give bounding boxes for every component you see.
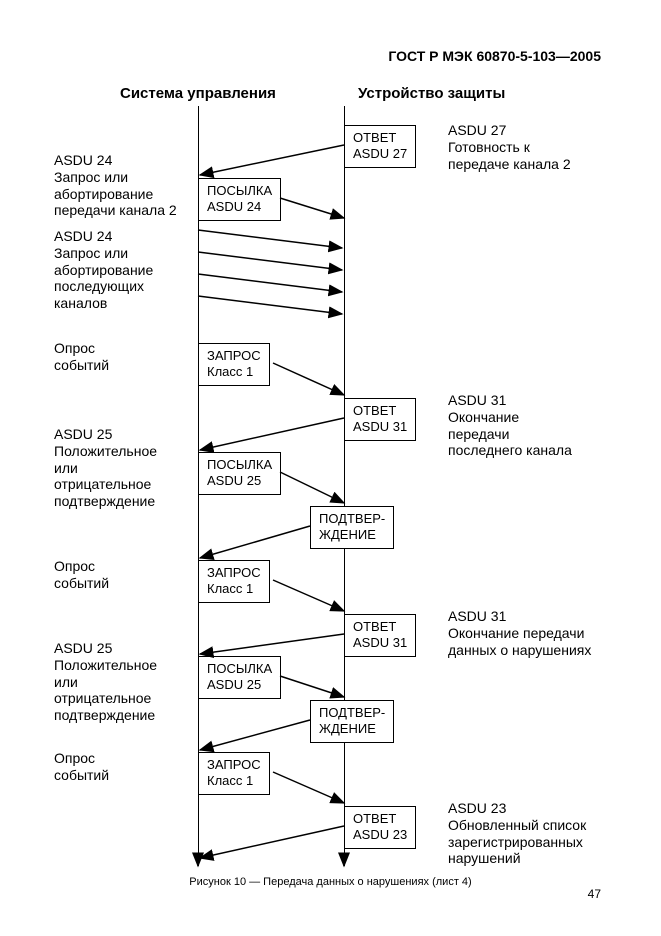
note-poll-3: Опроссобытий [54, 750, 144, 784]
note-asdu24-a: ASDU 24Запрос илиабортированиепередачи к… [54, 152, 194, 219]
box-send-asdu24: ПОСЫЛКАASDU 24 [198, 178, 281, 221]
note-poll-1: Опроссобытий [54, 340, 144, 374]
heading-control-system: Система управления [120, 85, 276, 102]
lifeline-device [344, 106, 345, 866]
note-asdu31-b: ASDU 31Окончание передачиданных о наруше… [448, 608, 628, 658]
note-asdu24-b: ASDU 24Запрос илиабортированиепоследующи… [54, 228, 194, 312]
heading-protection-device: Устройство защиты [358, 85, 505, 102]
box-request-1b: ЗАПРОСКласс 1 [198, 560, 270, 603]
box-reply-asdu31a: ОТВЕТASDU 31 [344, 398, 416, 441]
note-asdu27: ASDU 27Готовность кпередаче канала 2 [448, 122, 608, 172]
doc-header: ГОСТ Р МЭК 60870-5-103—2005 [388, 48, 601, 64]
box-send-asdu25b: ПОСЫЛКАASDU 25 [198, 656, 281, 699]
box-reply-asdu27: ОТВЕТASDU 27 [344, 125, 416, 168]
note-poll-2: Опроссобытий [54, 558, 144, 592]
box-request-1c: ЗАПРОСКласс 1 [198, 752, 270, 795]
figure-caption: Рисунок 10 — Передача данных о нарушения… [0, 876, 661, 888]
page-number: 47 [588, 887, 601, 901]
page-root: ГОСТ Р МЭК 60870-5-103—2005 Система упра… [0, 0, 661, 936]
note-asdu25-a: ASDU 25Положительноеилиотрицательноеподт… [54, 426, 194, 510]
box-confirm-1: ПОДТВЕР-ЖДЕНИЕ [310, 506, 394, 549]
note-asdu31-a: ASDU 31Окончаниепередачипоследнего канал… [448, 392, 608, 459]
box-reply-asdu31b: ОТВЕТASDU 31 [344, 614, 416, 657]
box-reply-asdu23: ОТВЕТASDU 23 [344, 806, 416, 849]
note-asdu25-b: ASDU 25Положительноеилиотрицательноеподт… [54, 640, 194, 724]
box-confirm-2: ПОДТВЕР-ЖДЕНИЕ [310, 700, 394, 743]
box-send-asdu25a: ПОСЫЛКАASDU 25 [198, 452, 281, 495]
box-request-1a: ЗАПРОСКласс 1 [198, 343, 270, 386]
note-asdu23: ASDU 23Обновленный списокзарегистрирован… [448, 800, 628, 867]
